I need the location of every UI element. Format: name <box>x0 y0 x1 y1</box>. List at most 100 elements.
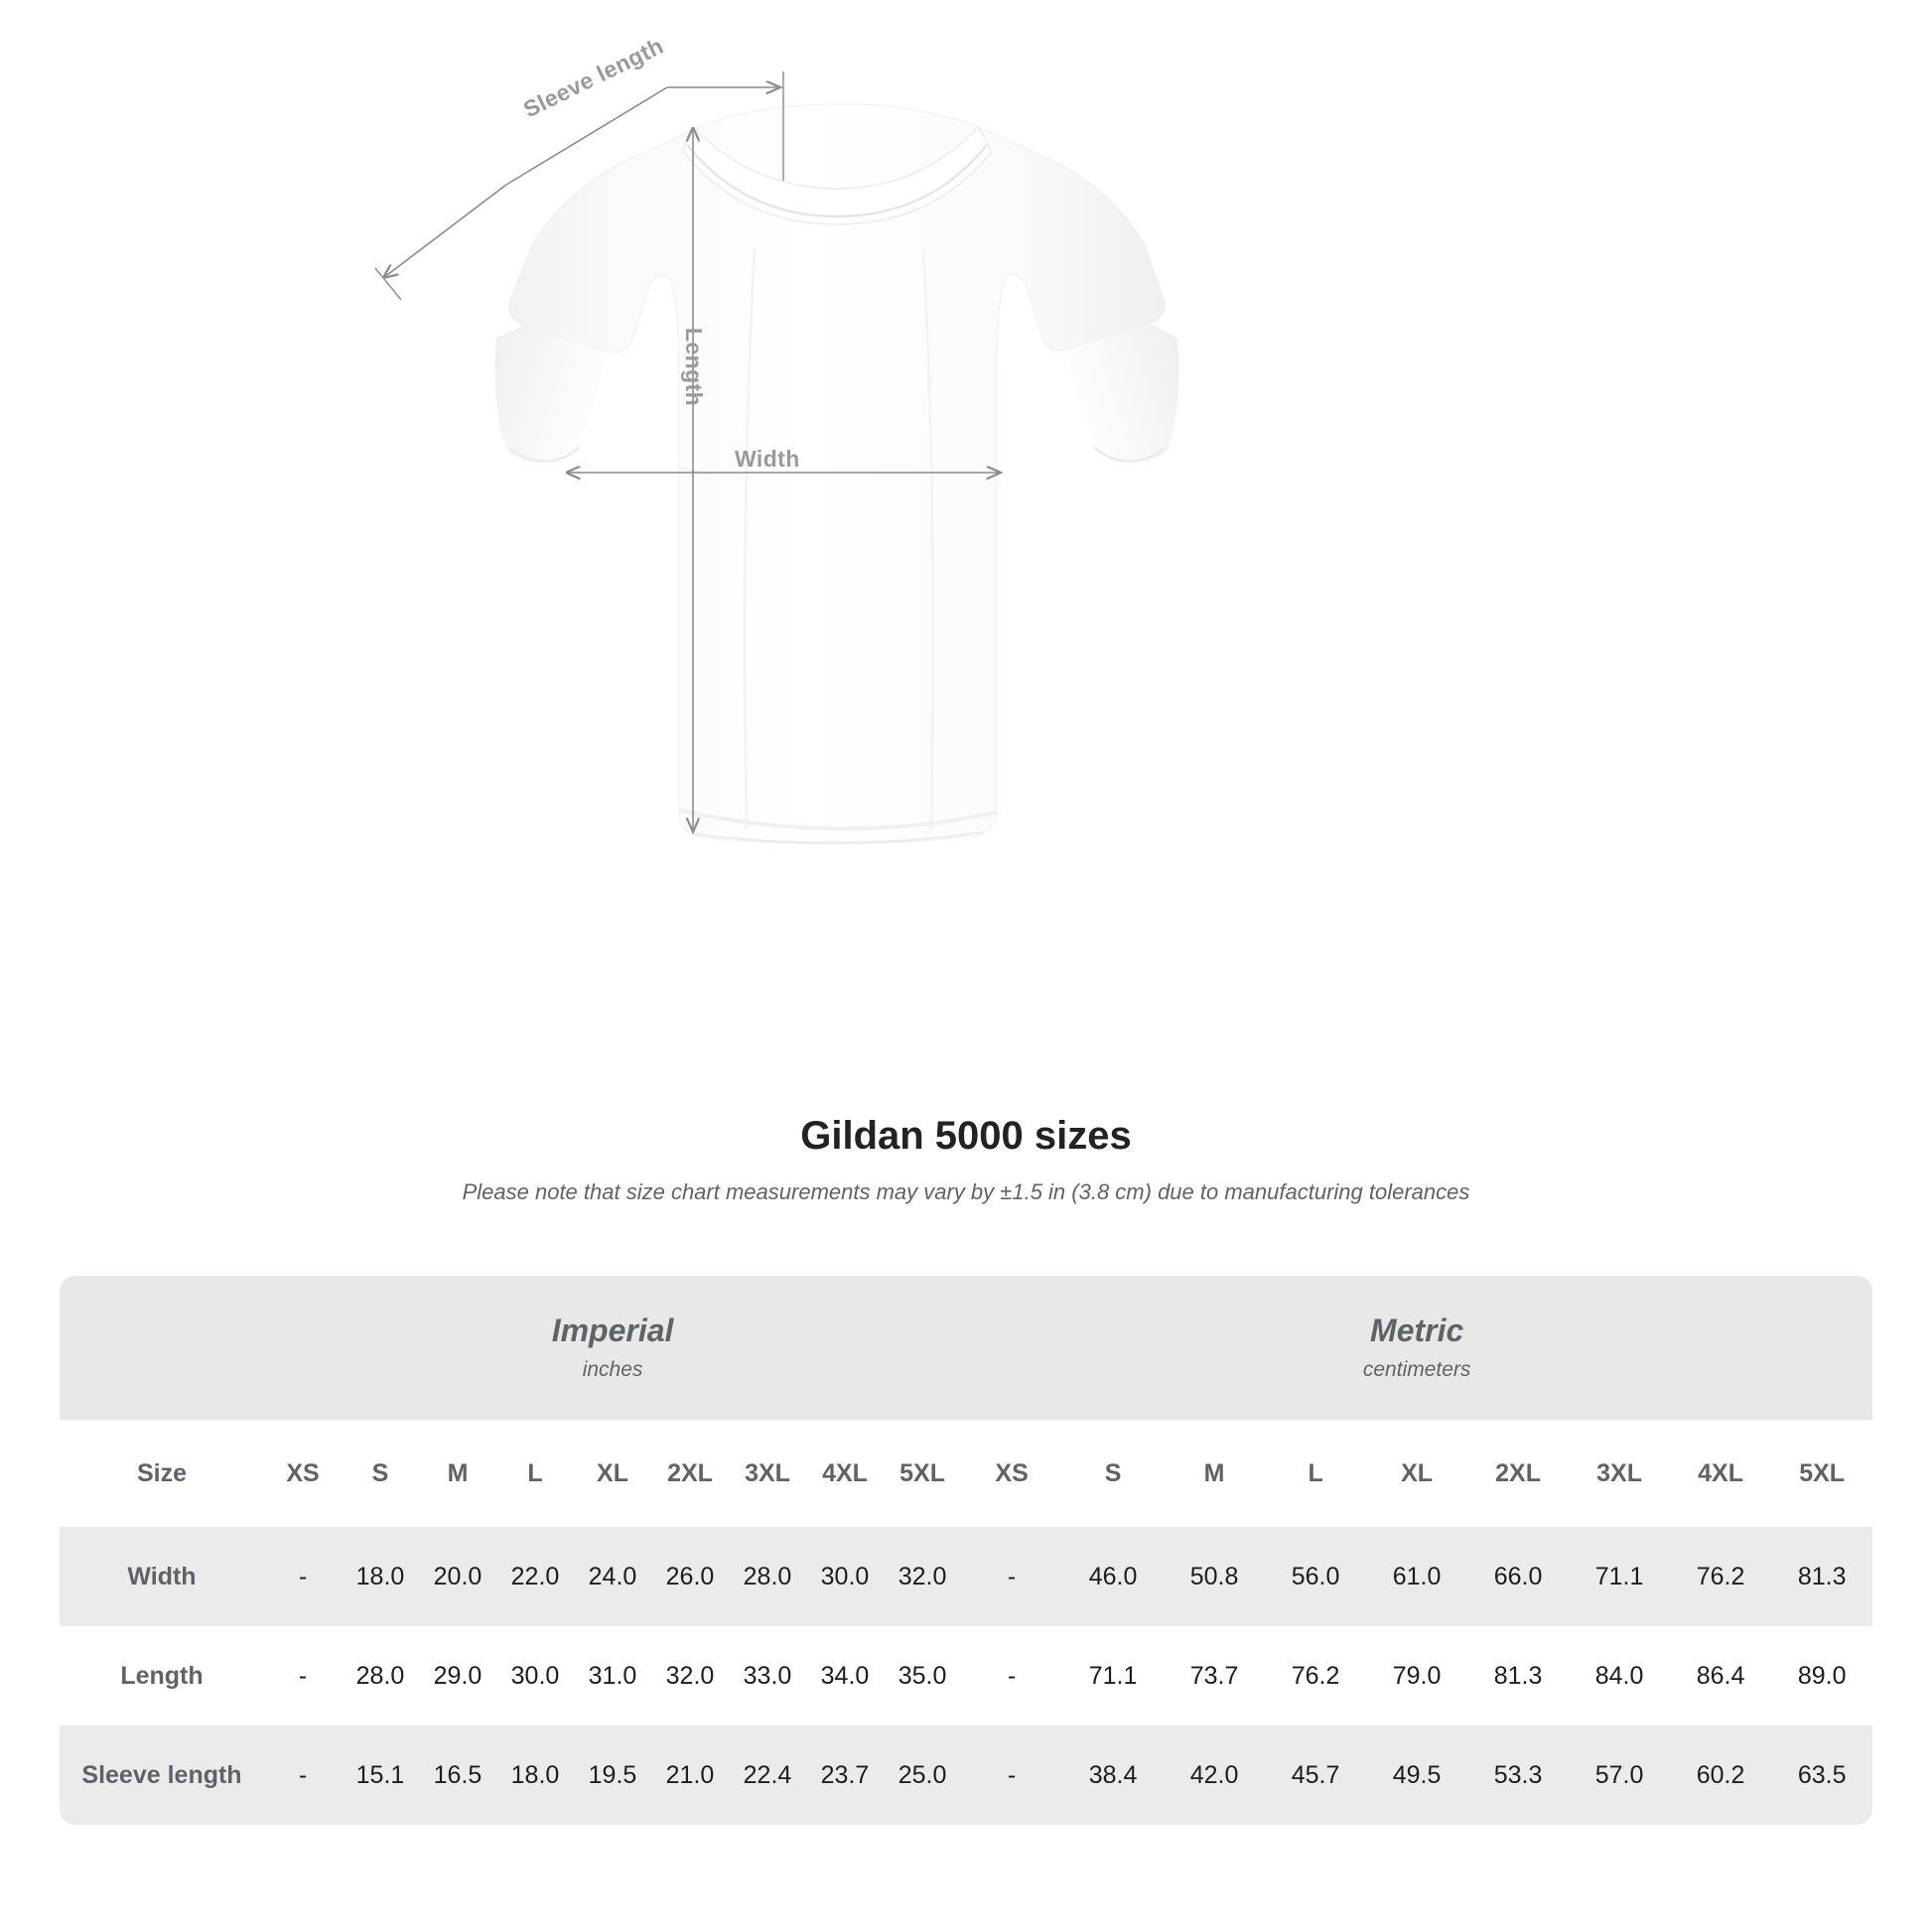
length-label: Length <box>681 328 707 407</box>
cell-width-imperial-s: 18.0 <box>342 1527 419 1626</box>
cell-sleeve-imperial-4xl: 23.7 <box>806 1725 884 1825</box>
cell-sleeve-metric-xs: - <box>961 1725 1063 1825</box>
cell-length-imperial-3xl: 33.0 <box>729 1626 806 1725</box>
cell-width-imperial-2xl: 26.0 <box>651 1527 729 1626</box>
unit-banner-metric: Metric centimeters <box>961 1276 1873 1420</box>
unit-banner-imperial: Imperial inches <box>264 1276 962 1420</box>
row-label-sleeve-length: Sleeve length <box>60 1725 264 1825</box>
size-header-metric-m: M <box>1164 1420 1266 1527</box>
cell-sleeve-imperial-l: 18.0 <box>496 1725 574 1825</box>
cell-sleeve-metric-m: 42.0 <box>1164 1725 1266 1825</box>
cell-length-metric-2xl: 81.3 <box>1467 1626 1570 1725</box>
size-header-imperial-s: S <box>342 1420 419 1527</box>
cell-width-metric-xs: - <box>961 1527 1063 1626</box>
cell-length-imperial-s: 28.0 <box>342 1626 419 1725</box>
cell-length-imperial-xl: 31.0 <box>574 1626 651 1725</box>
cell-length-imperial-m: 29.0 <box>419 1626 496 1725</box>
cell-width-metric-4xl: 76.2 <box>1670 1527 1772 1626</box>
size-header-imperial-m: M <box>419 1420 496 1527</box>
cell-width-imperial-l: 22.0 <box>496 1527 574 1626</box>
sleeve-length-line <box>383 86 668 278</box>
cell-width-imperial-xs: - <box>264 1527 342 1626</box>
unit-sub-imperial: inches <box>582 1358 643 1382</box>
size-table-wrapper: Imperial inches Metric centimeters Size … <box>60 1276 1873 1825</box>
cell-sleeve-imperial-m: 16.5 <box>419 1725 496 1825</box>
size-header-imperial-2xl: 2XL <box>651 1420 729 1527</box>
unit-banner-row: Imperial inches Metric centimeters <box>60 1276 1873 1420</box>
size-header-imperial-l: L <box>496 1420 574 1527</box>
cell-sleeve-metric-3xl: 57.0 <box>1569 1725 1671 1825</box>
measurement-lines <box>374 71 1001 832</box>
cell-sleeve-imperial-2xl: 21.0 <box>651 1725 729 1825</box>
size-header-metric-s: S <box>1062 1420 1165 1527</box>
cell-width-imperial-m: 20.0 <box>419 1527 496 1626</box>
cell-sleeve-imperial-xl: 19.5 <box>574 1725 651 1825</box>
size-table: Imperial inches Metric centimeters Size … <box>60 1276 1873 1825</box>
cell-length-metric-5xl: 89.0 <box>1771 1626 1873 1725</box>
cell-sleeve-metric-4xl: 60.2 <box>1670 1725 1772 1825</box>
table-row: Width - 18.0 20.0 22.0 24.0 26.0 28.0 30… <box>60 1527 1873 1626</box>
size-header-metric-l: L <box>1265 1420 1367 1527</box>
size-header-imperial-xl: XL <box>574 1420 651 1527</box>
cell-width-metric-5xl: 81.3 <box>1771 1527 1873 1626</box>
page-title: Gildan 5000 sizes <box>800 1114 1132 1158</box>
cell-length-imperial-2xl: 32.0 <box>651 1626 729 1725</box>
cell-width-metric-s: 46.0 <box>1062 1527 1165 1626</box>
cell-length-metric-xl: 79.0 <box>1366 1626 1468 1725</box>
size-header-metric-3xl: 3XL <box>1569 1420 1671 1527</box>
row-label-length: Length <box>60 1626 264 1725</box>
cell-length-metric-s: 71.1 <box>1062 1626 1165 1725</box>
unit-sub-metric: centimeters <box>1362 1358 1471 1382</box>
cell-length-imperial-l: 30.0 <box>496 1626 574 1725</box>
width-label: Width <box>735 446 800 472</box>
cell-length-imperial-5xl: 35.0 <box>884 1626 962 1725</box>
cell-sleeve-imperial-s: 15.1 <box>342 1725 419 1825</box>
size-header-imperial-4xl: 4XL <box>806 1420 884 1527</box>
size-header-metric-5xl: 5XL <box>1771 1420 1873 1527</box>
tolerance-note: Please note that size chart measurements… <box>462 1179 1470 1204</box>
row-label-width: Width <box>60 1527 264 1626</box>
tshirt-shape <box>494 103 1179 845</box>
cell-width-metric-3xl: 71.1 <box>1569 1527 1671 1626</box>
cell-sleeve-metric-l: 45.7 <box>1265 1725 1367 1825</box>
size-header-metric-4xl: 4XL <box>1670 1420 1772 1527</box>
cell-length-metric-m: 73.7 <box>1164 1626 1266 1725</box>
cell-width-imperial-5xl: 32.0 <box>884 1527 962 1626</box>
cell-width-metric-xl: 61.0 <box>1366 1527 1468 1626</box>
cell-length-metric-4xl: 86.4 <box>1670 1626 1772 1725</box>
unit-name-imperial: Imperial <box>551 1311 674 1348</box>
size-header-imperial-xs: XS <box>264 1420 342 1527</box>
size-header-metric-2xl: 2XL <box>1467 1420 1570 1527</box>
cell-sleeve-imperial-5xl: 25.0 <box>884 1725 962 1825</box>
table-row: Sleeve length - 15.1 16.5 18.0 19.5 21.0… <box>60 1725 1873 1825</box>
cell-length-imperial-xs: - <box>264 1626 342 1725</box>
cell-sleeve-imperial-xs: - <box>264 1725 342 1825</box>
cell-sleeve-imperial-3xl: 22.4 <box>729 1725 806 1825</box>
sleeve-end-tick <box>374 267 402 301</box>
cell-sleeve-metric-xl: 49.5 <box>1366 1725 1468 1825</box>
cell-length-metric-l: 76.2 <box>1265 1626 1367 1725</box>
cell-width-imperial-4xl: 30.0 <box>806 1527 884 1626</box>
cell-sleeve-metric-s: 38.4 <box>1062 1725 1165 1825</box>
unit-name-metric: Metric <box>1370 1311 1464 1348</box>
tshirt-illustration <box>374 71 1179 845</box>
size-header-metric-xl: XL <box>1366 1420 1468 1527</box>
table-row: Length - 28.0 29.0 30.0 31.0 32.0 33.0 3… <box>60 1626 1873 1725</box>
cell-length-imperial-4xl: 34.0 <box>806 1626 884 1725</box>
cell-length-metric-xs: - <box>961 1626 1063 1725</box>
size-header-imperial-5xl: 5XL <box>884 1420 962 1527</box>
cell-width-imperial-xl: 24.0 <box>574 1527 651 1626</box>
cell-width-metric-m: 50.8 <box>1164 1527 1266 1626</box>
cell-length-metric-3xl: 84.0 <box>1569 1626 1671 1725</box>
size-header-imperial-3xl: 3XL <box>729 1420 806 1527</box>
tshirt-measurement-diagram: Sleeve length Length Width <box>374 33 1179 845</box>
cell-sleeve-metric-2xl: 53.3 <box>1467 1725 1570 1825</box>
size-header-metric-xs: XS <box>961 1420 1063 1527</box>
size-header-row: Size XS S M L XL 2XL 3XL 4XL 5XL XS S M … <box>60 1420 1873 1527</box>
cell-width-metric-2xl: 66.0 <box>1467 1527 1570 1626</box>
cell-sleeve-metric-5xl: 63.5 <box>1771 1725 1873 1825</box>
cell-width-metric-l: 56.0 <box>1265 1527 1367 1626</box>
unit-banner-spacer <box>60 1276 264 1420</box>
cell-width-imperial-3xl: 28.0 <box>729 1527 806 1626</box>
size-header-label: Size <box>60 1420 264 1527</box>
